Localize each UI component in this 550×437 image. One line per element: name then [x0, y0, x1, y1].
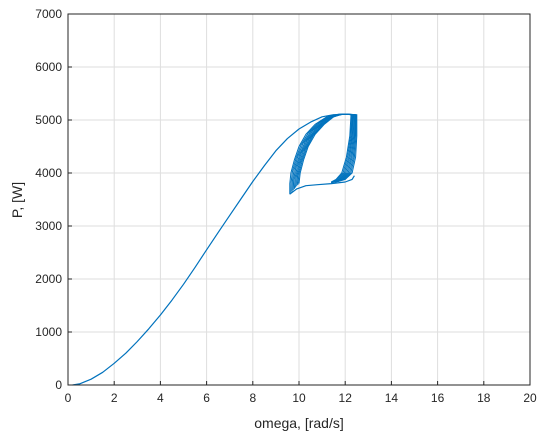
x-tick-label: 10 — [292, 391, 306, 405]
x-tick-label: 12 — [339, 391, 353, 405]
x-tick-label: 20 — [523, 391, 537, 405]
x-tick-label: 2 — [111, 391, 118, 405]
series-layer — [72, 113, 355, 386]
y-tick-label: 4000 — [35, 166, 62, 180]
x-tick-label: 16 — [431, 391, 445, 405]
x-tick-label: 8 — [249, 391, 256, 405]
y-tick-label: 2000 — [35, 272, 62, 286]
x-tick-label: 14 — [385, 391, 399, 405]
x-axis-ticks: 0 2 4 6 8 10 12 14 16 18 20 — [65, 381, 537, 405]
y-axis-label: P, [W] — [9, 182, 25, 218]
x-tick-label: 0 — [65, 391, 72, 405]
x-tick-label: 6 — [203, 391, 210, 405]
y-tick-label: 3000 — [35, 219, 62, 233]
y-tick-label: 1000 — [35, 325, 62, 339]
x-tick-label: 4 — [157, 391, 164, 405]
x-tick-label: 18 — [477, 391, 491, 405]
series-line-1 — [289, 175, 355, 195]
y-tick-label: 0 — [55, 378, 62, 392]
y-tick-label: 6000 — [35, 60, 62, 74]
y-axis-ticks: 0 1000 2000 3000 4000 5000 6000 7000 — [35, 7, 72, 392]
x-axis-label: omega, [rad/s] — [254, 415, 344, 431]
series-line-0 — [72, 113, 355, 386]
y-tick-label: 7000 — [35, 7, 62, 21]
y-tick-label: 5000 — [35, 113, 62, 127]
